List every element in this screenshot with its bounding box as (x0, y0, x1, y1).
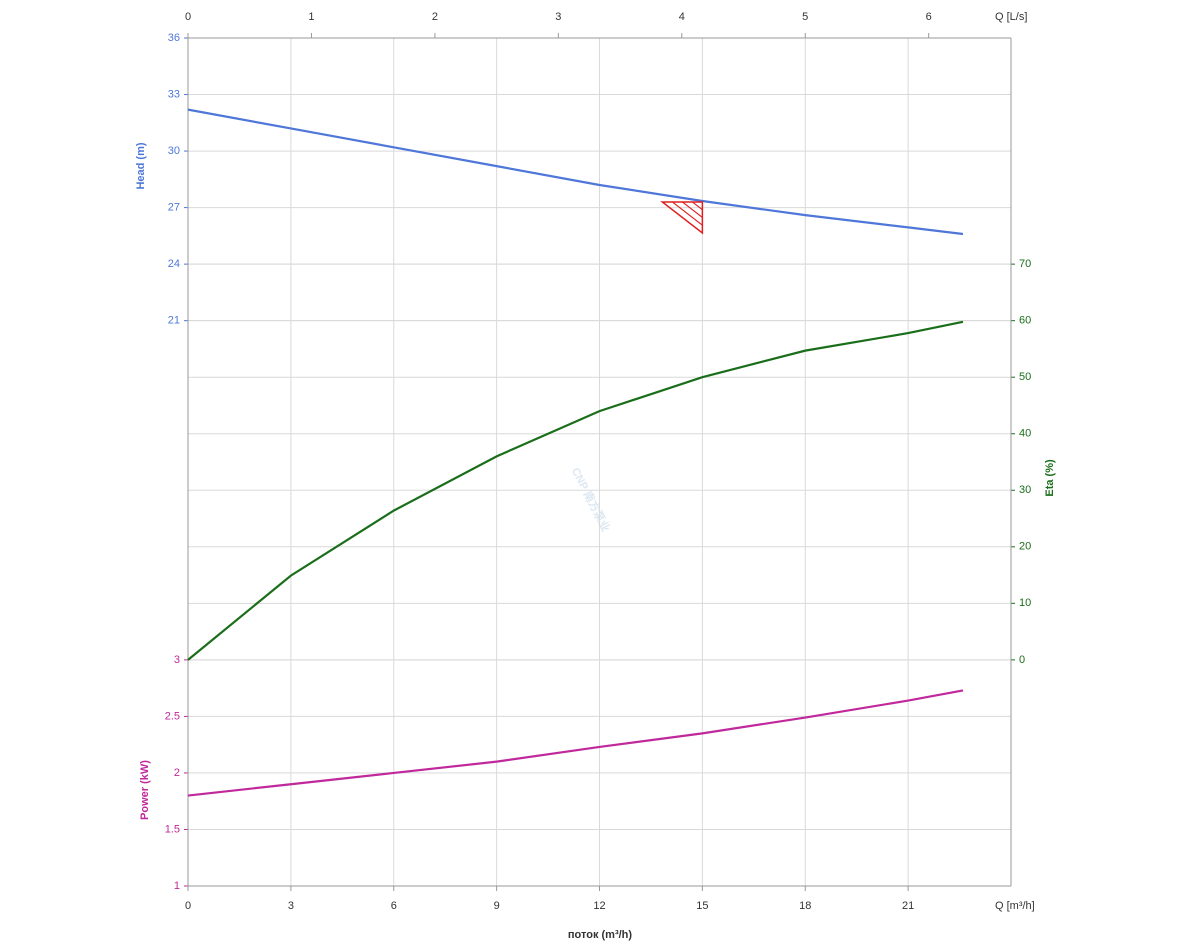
x2-tick-label: 1 (308, 11, 314, 23)
y-tick-label: 24 (168, 258, 180, 270)
x-tick-label: 3 (288, 900, 294, 912)
y-axis-title: Head (m) (135, 142, 147, 189)
y2-tick-label: 60 (1019, 315, 1031, 327)
x2-tick-label: 3 (555, 11, 561, 23)
x-unit: Q [m³/h] (995, 900, 1035, 912)
operating-hatch (682, 201, 703, 218)
operating-hatch (692, 201, 703, 211)
y3-tick-label: 2.5 (165, 710, 180, 722)
y-tick-label: 36 (168, 32, 180, 44)
y3-tick-label: 2 (174, 767, 180, 779)
y2-tick-label: 10 (1019, 597, 1031, 609)
curve (187, 108, 964, 236)
x-tick-label: 18 (799, 900, 811, 912)
x-tick-label: 6 (391, 900, 397, 912)
y2-tick-label: 0 (1019, 654, 1025, 666)
y3-axis-title: Power (kW) (139, 760, 151, 820)
y3-tick-label: 3 (174, 654, 180, 666)
x2-unit: Q [L/s] (995, 11, 1027, 23)
y-tick-label: 30 (168, 145, 180, 157)
y2-tick-label: 50 (1019, 371, 1031, 383)
y2-tick-label: 20 (1019, 541, 1031, 553)
x-tick-label: 21 (902, 900, 914, 912)
x-tick-label: 9 (494, 900, 500, 912)
x2-tick-label: 0 (185, 11, 191, 23)
y3-tick-label: 1.5 (165, 823, 180, 835)
x2-tick-label: 6 (926, 11, 932, 23)
x-tick-label: 15 (696, 900, 708, 912)
y-tick-label: 27 (168, 202, 180, 214)
y2-axis-title: Eta (%) (1044, 459, 1056, 497)
x2-tick-label: 5 (802, 11, 808, 23)
y-tick-label: 21 (168, 315, 180, 327)
x2-tick-label: 2 (432, 11, 438, 23)
x-axis-title: поток (m³/h) (568, 929, 632, 941)
y2-tick-label: 70 (1019, 258, 1031, 270)
x-tick-label: 12 (593, 900, 605, 912)
y-tick-label: 33 (168, 88, 180, 100)
x2-tick-label: 4 (679, 11, 685, 23)
x-tick-label: 0 (185, 900, 191, 912)
curve (187, 689, 964, 797)
y2-tick-label: 40 (1019, 428, 1031, 440)
operating-hatch (672, 201, 703, 226)
curve (187, 320, 964, 661)
y2-tick-label: 30 (1019, 484, 1031, 496)
y3-tick-label: 1 (174, 880, 180, 892)
